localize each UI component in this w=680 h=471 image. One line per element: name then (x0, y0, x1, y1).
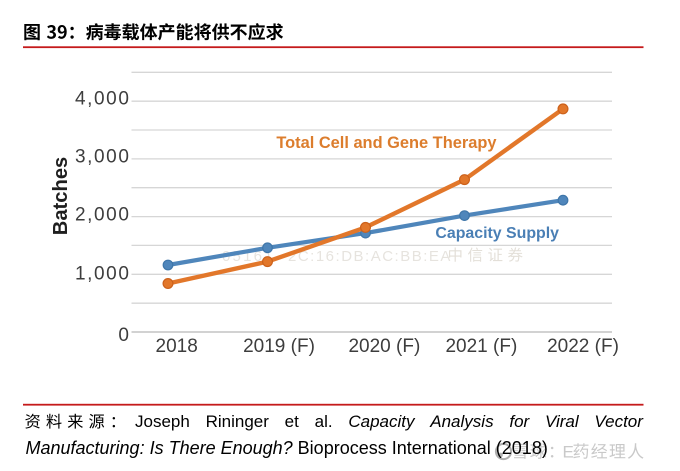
svg-text:1,000: 1,000 (75, 264, 131, 285)
svg-text:0: 0 (118, 325, 130, 346)
svg-text:2021 (F): 2021 (F) (445, 336, 517, 357)
svg-text:2020 (F): 2020 (F) (348, 336, 420, 357)
svg-text:2019 (F): 2019 (F) (243, 336, 315, 357)
svg-text:4,000: 4,000 (75, 89, 131, 110)
svg-text:Batches: Batches (50, 157, 72, 236)
svg-text:2C:16:DB:AC:BB:EA: 2C:16:DB:AC:BB:EA (288, 248, 452, 265)
svg-text:E: E (563, 443, 574, 462)
svg-text:3,000: 3,000 (75, 147, 131, 168)
svg-text:Total Cell and Gene Therapy: Total Cell and Gene Therapy (276, 134, 497, 152)
svg-text:Capacity Supply: Capacity Supply (435, 225, 559, 242)
svg-text:2022 (F): 2022 (F) (547, 336, 619, 357)
svg-text:2,000: 2,000 (75, 205, 131, 226)
svg-text:2018: 2018 (156, 336, 198, 357)
